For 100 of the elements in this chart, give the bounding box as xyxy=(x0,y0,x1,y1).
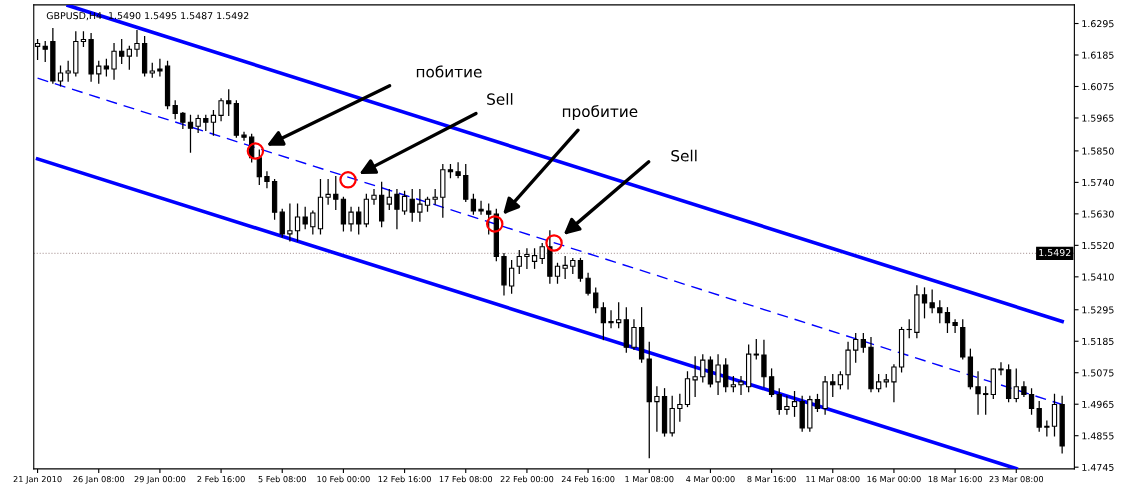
candlestick xyxy=(119,38,125,64)
candlestick xyxy=(677,393,683,422)
candlestick xyxy=(937,300,943,324)
candlestick xyxy=(707,356,714,388)
candlestick xyxy=(700,354,706,383)
candlestick xyxy=(585,272,591,296)
candlestick xyxy=(279,208,285,238)
candlestick xyxy=(409,188,415,222)
candlestick xyxy=(738,376,744,396)
candlestick xyxy=(860,332,867,353)
x-tick-label: 17 Feb 08:00 xyxy=(439,475,493,483)
candlestick xyxy=(853,332,859,363)
candlestick xyxy=(768,368,775,398)
candlestick xyxy=(508,259,515,294)
x-tick-label: 18 Mar 16:00 xyxy=(928,475,982,483)
y-tick-label: 1.5850 xyxy=(1082,147,1114,155)
candlestick xyxy=(631,319,637,350)
candlestick xyxy=(944,307,951,333)
candlestick xyxy=(310,210,316,235)
candlestick xyxy=(302,206,308,230)
candlestick xyxy=(401,190,408,215)
x-tick-label: 21 Jan 2010 xyxy=(13,475,62,484)
candlestick xyxy=(830,374,836,398)
candlestick xyxy=(478,200,484,215)
candlestick xyxy=(608,310,614,329)
candlestick xyxy=(65,60,71,82)
candlestick xyxy=(187,114,194,153)
y-tick-label: 1.5630 xyxy=(1082,210,1114,218)
y-tick-label: 1.5740 xyxy=(1082,178,1114,187)
x-tick-label: 24 Feb 16:00 xyxy=(561,475,615,483)
x-tick-label: 4 Mar 00:00 xyxy=(686,475,735,483)
candlestick xyxy=(218,98,224,122)
candlestick xyxy=(57,65,64,87)
candlestick xyxy=(593,287,599,314)
x-tick-label: 1 Mar 08:00 xyxy=(625,475,674,483)
x-tick-label: 8 Mar 16:00 xyxy=(747,475,796,483)
candlestick xyxy=(715,354,721,396)
candlestick xyxy=(891,364,897,403)
candlestick xyxy=(333,176,339,210)
candlestick xyxy=(539,243,545,265)
y-tick-label: 1.5075 xyxy=(1082,369,1114,377)
x-tick-label: 29 Jan 00:00 xyxy=(134,475,186,484)
candlestick xyxy=(921,287,928,319)
candlestick xyxy=(577,257,584,282)
x-tick-label: 22 Feb 00:00 xyxy=(500,475,554,483)
annotation: Sell xyxy=(487,93,513,105)
candlestick xyxy=(42,40,48,62)
candlestick xyxy=(952,319,958,333)
candlestick xyxy=(210,109,217,136)
candlestick xyxy=(371,188,377,205)
candlestick xyxy=(554,262,561,284)
candlestick xyxy=(325,178,331,205)
x-tick-label: 16 Mar 00:00 xyxy=(867,475,921,483)
candlestick xyxy=(983,386,989,415)
y-tick-label: 1.6185 xyxy=(1082,51,1114,59)
candlestick xyxy=(386,188,392,210)
candlestick xyxy=(600,302,607,341)
annotation: Sell xyxy=(671,149,697,162)
candlestick xyxy=(531,248,538,269)
y-tick-label: 1.5520 xyxy=(1082,241,1114,250)
candlestick xyxy=(1051,393,1058,437)
candlestick xyxy=(348,206,354,232)
y-tick-label: 1.5410 xyxy=(1082,273,1114,281)
y-tick-label: 1.5965 xyxy=(1082,114,1114,122)
candlestick xyxy=(1013,368,1019,403)
candlestick xyxy=(356,206,362,235)
candlestick xyxy=(524,248,530,269)
candlestick xyxy=(616,302,622,329)
candlestick xyxy=(455,162,461,179)
y-tick-label: 1.6295 xyxy=(1082,20,1114,28)
candlestick xyxy=(998,362,1004,376)
x-tick-label: 10 Feb 00:00 xyxy=(317,475,370,483)
candlestick xyxy=(654,386,660,432)
candlestick xyxy=(516,249,522,275)
candlestick xyxy=(226,89,232,117)
candlestick xyxy=(417,188,423,222)
text: GBPUSD,H4 1.5490 1.5495 1.5487 1.5492 xyxy=(46,12,249,21)
y-tick-label: 1.4965 xyxy=(1082,400,1114,408)
y-tick-label: 1.4745 xyxy=(1082,463,1114,471)
candlestick xyxy=(463,164,469,202)
candlestick xyxy=(486,203,492,235)
y-tick-label: 1.5295 xyxy=(1082,306,1114,314)
x-tick-label: 26 Jan 08:00 xyxy=(73,475,125,484)
x-tick-label: 5 Feb 08:00 xyxy=(258,475,306,483)
candlestick xyxy=(287,203,293,242)
annotation: побитие xyxy=(416,65,482,78)
x-tick-label: 23 Mar 08:00 xyxy=(989,475,1044,483)
ref-line-label: 1.5492 xyxy=(1039,248,1071,257)
x-tick-label: 12 Feb 16:00 xyxy=(378,475,431,483)
y-tick-label: 1.5185 xyxy=(1082,337,1114,345)
candlestick xyxy=(157,58,163,77)
y-tick-label: 1.4855 xyxy=(1082,432,1114,440)
candlestick xyxy=(929,289,935,314)
x-tick-label: 2 Feb 16:00 xyxy=(197,475,245,483)
candlestick xyxy=(723,358,729,393)
annotation: пробитие xyxy=(562,105,638,121)
candlestick xyxy=(784,395,790,415)
candlestick xyxy=(294,203,301,242)
candlestick xyxy=(776,388,782,415)
candlestick xyxy=(111,42,117,80)
